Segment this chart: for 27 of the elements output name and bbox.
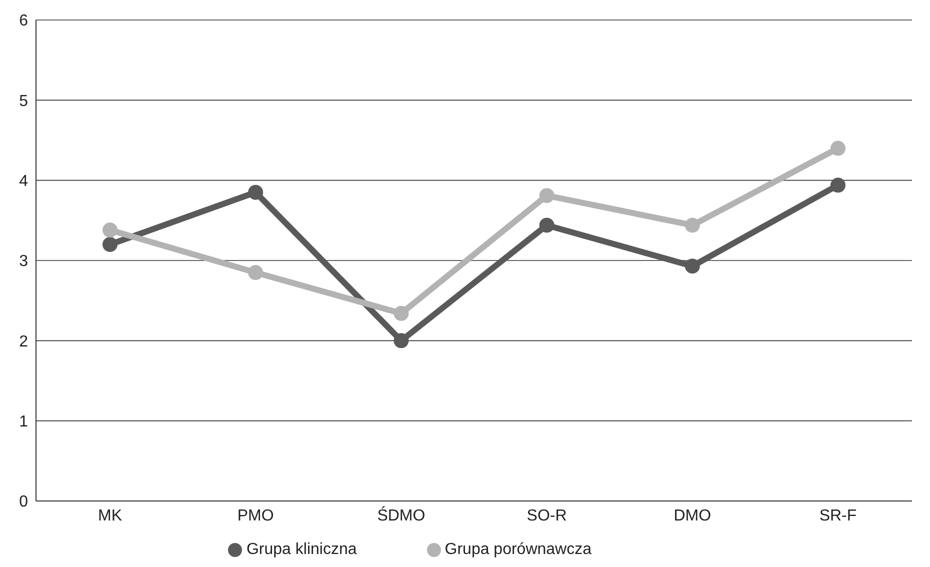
point [394, 306, 409, 321]
point [684, 258, 700, 274]
point [394, 333, 409, 348]
y-tick-label: 2 [19, 333, 28, 350]
y-tick-label: 6 [19, 12, 28, 30]
point [539, 218, 554, 233]
legend-label: Grupa kliniczna [246, 541, 357, 558]
point [830, 140, 846, 156]
point [830, 178, 846, 193]
point [539, 188, 554, 204]
x-tick-label: PMO [237, 507, 274, 524]
x-tick-label: SO-R [526, 507, 567, 524]
y-tick-label: 3 [19, 253, 28, 270]
point [102, 236, 118, 252]
y-tick-label: 5 [19, 92, 28, 110]
x-tick-label: DMO [674, 507, 712, 524]
x-tick-label: SR-F [819, 507, 857, 524]
point [684, 218, 700, 233]
x-tick-label: MK [98, 507, 122, 524]
y-tick-label: 0 [19, 494, 28, 511]
legend-label: Grupa porównawcza [444, 541, 592, 558]
x-tick-label: ŚDMO [377, 505, 426, 524]
point [248, 184, 264, 200]
y-tick-label: 4 [19, 173, 28, 190]
point [248, 265, 264, 280]
y-tick-label: 1 [19, 414, 28, 431]
point [102, 222, 118, 238]
